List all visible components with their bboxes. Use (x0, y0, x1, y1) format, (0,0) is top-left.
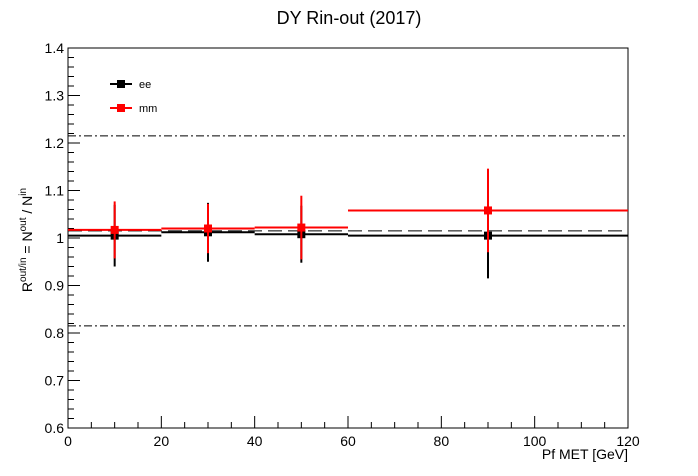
y-axis-label-part: out/in (18, 257, 29, 281)
series-ee (68, 192, 628, 279)
legend-label: ee (139, 79, 151, 91)
x-tick-label: 40 (247, 433, 263, 449)
x-tick-label: 0 (64, 433, 72, 449)
y-tick-label: 1.3 (45, 88, 65, 104)
y-tick-label: 1.2 (45, 135, 65, 151)
data-point (484, 206, 492, 215)
y-axis-label: Rout/in = Nout / Nin (18, 188, 35, 292)
legend-marker (117, 104, 125, 112)
y-axis-label-part: in (18, 188, 29, 196)
y-tick-label: 1.4 (45, 40, 65, 56)
y-axis-label-part: = N (19, 231, 35, 257)
y-axis-label-part: R (19, 282, 35, 292)
y-tick-label: 0.6 (45, 420, 65, 436)
legend-marker (117, 80, 125, 88)
y-tick-label: 0.7 (45, 373, 65, 389)
x-axis-label: Pf MET [GeV] (542, 446, 628, 462)
x-tick-label: 60 (340, 433, 356, 449)
y-tick-label: 1.1 (45, 183, 65, 199)
x-tick-label: 80 (434, 433, 450, 449)
x-tick-label: 100 (523, 433, 547, 449)
y-tick-label: 0.9 (45, 278, 65, 294)
data-point (110, 225, 119, 234)
x-tick-label: 120 (616, 433, 640, 449)
data-point (204, 224, 212, 233)
chart-title: DY Rin-out (2017) (277, 8, 422, 28)
data-series (68, 168, 628, 279)
y-tick-label: 1 (56, 230, 64, 246)
y-axis-label-part: / N (19, 196, 35, 218)
legend: ee mm (110, 79, 157, 115)
axes: 0 20 40 60 80 100 120 0.6 0.7 0.8 0.9 1 1.1 1.2 1.3 1.4 (45, 40, 640, 449)
data-point (297, 223, 306, 232)
y-tick-label: 0.8 (45, 325, 65, 341)
legend-label: mm (139, 103, 157, 115)
series-mm (68, 168, 628, 260)
y-axis-label-part: out (18, 217, 29, 231)
x-tick-label: 20 (154, 433, 170, 449)
